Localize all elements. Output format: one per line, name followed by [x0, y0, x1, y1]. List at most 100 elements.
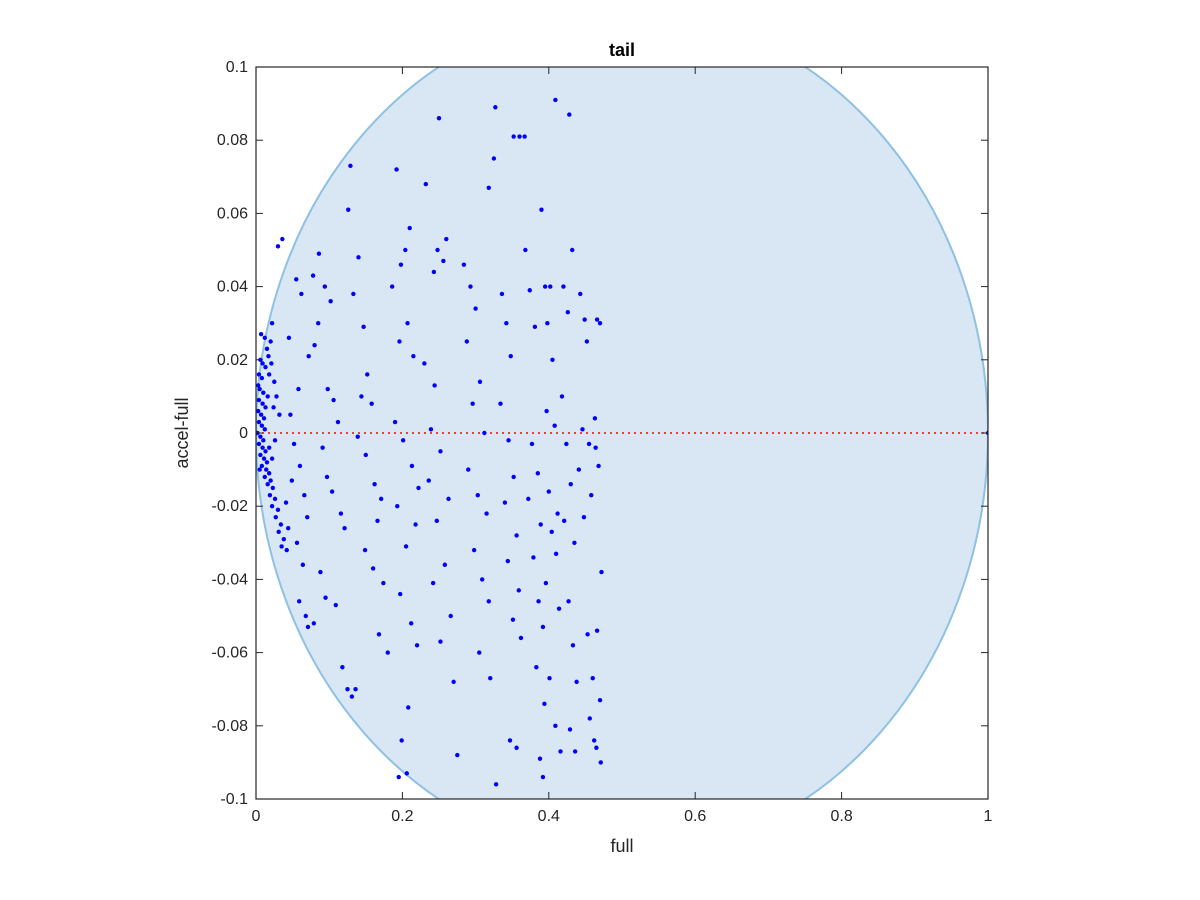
scatter-point	[565, 310, 571, 315]
scatter-point	[446, 496, 451, 502]
scatter-point	[405, 321, 410, 326]
scatter-point	[289, 478, 295, 483]
scatter-point	[283, 500, 289, 505]
scatter-point	[280, 236, 285, 242]
scatter-point	[399, 738, 404, 743]
scatter-point	[279, 544, 284, 549]
scatter-point	[260, 445, 265, 450]
scatter-point	[589, 493, 594, 498]
scatter-point	[406, 705, 411, 710]
scatter-point	[507, 738, 513, 743]
scatter-point	[275, 507, 281, 513]
scatter-point	[426, 478, 431, 483]
scatter-point	[536, 599, 541, 604]
scatter-point	[312, 342, 317, 348]
scatter-point	[444, 236, 449, 242]
scatter-point	[256, 383, 261, 388]
scatter-point	[508, 353, 513, 359]
scatter-point	[550, 357, 555, 362]
scatter-point	[422, 361, 427, 366]
scatter-point	[355, 434, 360, 439]
y-tick-label: 0.04	[217, 279, 248, 296]
scatter-point	[324, 474, 330, 480]
scatter-point	[493, 105, 498, 110]
scatter-point	[396, 774, 401, 780]
scatter-point	[356, 255, 361, 260]
scatter-point	[523, 247, 528, 253]
scatter-point	[389, 284, 395, 289]
scatter-point	[539, 207, 544, 212]
scatter-point	[477, 379, 483, 384]
scatter-point	[272, 379, 277, 384]
scatter-point	[568, 482, 573, 487]
scatter-point	[548, 284, 553, 289]
scatter-point	[329, 489, 335, 494]
scatter-point	[257, 467, 262, 472]
scatter-point	[261, 456, 267, 461]
scatter-point	[372, 482, 377, 487]
scatter-point	[436, 116, 442, 121]
scatter-point	[269, 361, 274, 366]
scatter-point	[499, 291, 505, 297]
scatter-point	[553, 723, 558, 728]
scatter-point	[535, 471, 541, 476]
scatter-point	[486, 185, 491, 190]
scatter-point	[403, 247, 408, 253]
scatter-point	[328, 299, 333, 304]
scatter-point	[578, 291, 583, 297]
y-tick-label: 0.02	[217, 352, 248, 369]
scatter-point	[256, 441, 262, 447]
scatter-point	[576, 467, 582, 472]
scatter-point	[511, 474, 516, 480]
scatter-point	[470, 401, 475, 406]
scatter-point	[408, 621, 414, 626]
scatter-point	[504, 321, 509, 326]
scatter-point	[261, 390, 266, 395]
scatter-point	[340, 665, 345, 670]
scatter-point	[468, 284, 473, 289]
scatter-point	[540, 624, 546, 630]
scatter-point	[398, 262, 404, 267]
scatter-point	[516, 588, 521, 593]
scatter-point	[260, 401, 265, 406]
scatter-point	[567, 727, 573, 732]
scatter-point	[479, 577, 485, 582]
scatter-point	[574, 679, 579, 685]
scatter-point	[264, 467, 269, 472]
x-tick-label: 1	[984, 808, 993, 825]
y-tick-label: -0.04	[212, 571, 249, 588]
x-tick-label: 0.6	[684, 808, 706, 825]
scatter-point	[258, 434, 263, 439]
scatter-point	[322, 284, 328, 289]
scatter-point	[438, 639, 443, 644]
y-tick-label: 0.08	[217, 132, 248, 149]
scatter-point	[270, 485, 276, 491]
y-tick-label: -0.1	[220, 791, 248, 808]
scatter-point	[486, 599, 491, 604]
scatter-point	[438, 449, 443, 454]
scatter-point	[259, 463, 265, 469]
scatter-point	[559, 394, 565, 399]
scatter-point	[488, 676, 493, 681]
scatter-point	[518, 635, 524, 641]
scatter-point	[534, 665, 539, 670]
scatter-point	[475, 493, 480, 498]
x-tick-label: 0	[252, 808, 261, 825]
scatter-point	[599, 569, 604, 575]
scatter-point	[262, 335, 267, 341]
scatter-point	[409, 463, 415, 469]
scatter-point	[555, 511, 560, 516]
scatter-point	[378, 496, 384, 502]
scatter-point	[302, 493, 307, 498]
scatter-point	[532, 324, 538, 330]
scatter-point	[256, 408, 261, 414]
scatter-point	[262, 474, 267, 480]
scatter-point	[361, 324, 366, 330]
scatter-point	[265, 394, 270, 399]
scatter-point	[303, 613, 308, 619]
scatter-point	[305, 624, 311, 630]
scatter-points	[256, 97, 988, 787]
scatter-point	[502, 500, 508, 505]
scatter-point	[594, 317, 600, 322]
